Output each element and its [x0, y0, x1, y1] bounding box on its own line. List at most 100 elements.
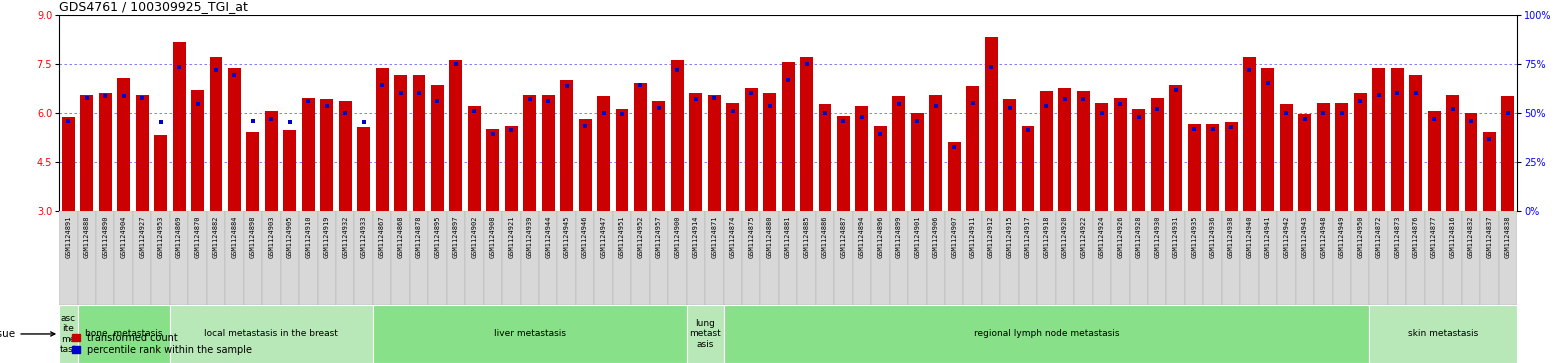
Bar — [944, 211, 963, 305]
Bar — [929, 95, 943, 211]
Point — [1477, 136, 1502, 142]
Bar — [244, 211, 261, 305]
Text: GSM1124838: GSM1124838 — [1505, 215, 1511, 258]
Bar — [1281, 105, 1293, 211]
Bar — [1187, 124, 1201, 211]
Point — [352, 119, 377, 125]
Bar — [428, 211, 447, 305]
Bar — [188, 211, 207, 305]
Point — [1347, 98, 1372, 104]
Text: GSM1124935: GSM1124935 — [1192, 215, 1197, 258]
Bar — [797, 211, 815, 305]
Text: GSM1124891: GSM1124891 — [65, 215, 72, 258]
Bar — [1388, 211, 1407, 305]
Bar — [689, 93, 702, 211]
Point — [906, 118, 930, 124]
Bar — [837, 116, 850, 211]
Bar — [541, 95, 554, 211]
Bar — [450, 60, 462, 211]
Bar — [926, 211, 944, 305]
Bar — [484, 211, 503, 305]
Text: GSM1124870: GSM1124870 — [194, 215, 201, 258]
Bar — [705, 211, 724, 305]
Text: GSM1124917: GSM1124917 — [1025, 215, 1032, 258]
Text: GSM1124882: GSM1124882 — [213, 215, 219, 258]
Bar — [78, 305, 170, 363]
Bar — [135, 95, 149, 211]
Bar — [1369, 211, 1388, 305]
Text: GSM1124927: GSM1124927 — [138, 215, 145, 258]
Text: GSM1124868: GSM1124868 — [397, 215, 403, 258]
Bar — [1262, 69, 1274, 211]
Point — [758, 103, 783, 109]
Point — [425, 98, 450, 104]
Bar — [299, 211, 317, 305]
Text: GSM1124953: GSM1124953 — [157, 215, 163, 258]
Bar — [391, 211, 409, 305]
Text: GSM1124877: GSM1124877 — [1432, 215, 1438, 258]
Point — [443, 61, 468, 66]
Text: GSM1124899: GSM1124899 — [896, 215, 902, 258]
Point — [1145, 106, 1170, 112]
Bar — [1296, 211, 1315, 305]
Point — [1439, 106, 1464, 112]
Point — [1293, 116, 1318, 122]
Point — [646, 105, 671, 110]
Bar — [280, 211, 299, 305]
Point — [499, 128, 524, 134]
Point — [112, 93, 137, 99]
Text: GSM1124905: GSM1124905 — [286, 215, 293, 258]
Bar — [1019, 211, 1038, 305]
Text: GSM1124933: GSM1124933 — [361, 215, 367, 258]
Bar — [613, 211, 632, 305]
Point — [1181, 126, 1206, 132]
Text: GSM1124915: GSM1124915 — [1007, 215, 1013, 258]
Bar — [762, 93, 776, 211]
Bar — [818, 105, 831, 211]
Text: GSM1124908: GSM1124908 — [490, 215, 496, 258]
Bar — [598, 96, 610, 211]
Bar — [652, 101, 666, 211]
Point — [1404, 90, 1428, 96]
Bar — [59, 211, 78, 305]
Bar — [856, 106, 868, 211]
Text: GSM1124939: GSM1124939 — [527, 215, 532, 258]
Text: GSM1124911: GSM1124911 — [969, 215, 976, 258]
Text: GSM1124957: GSM1124957 — [657, 215, 661, 258]
Bar — [339, 101, 352, 211]
Bar — [853, 211, 871, 305]
Point — [1052, 97, 1077, 102]
Point — [629, 82, 654, 88]
Text: lung
metast
asis: lung metast asis — [689, 319, 720, 349]
Text: GSM1124945: GSM1124945 — [563, 215, 569, 258]
Point — [166, 64, 191, 70]
Text: GSM1124880: GSM1124880 — [767, 215, 773, 258]
Text: GSM1124922: GSM1124922 — [1080, 215, 1086, 258]
Bar — [151, 211, 170, 305]
Text: GSM1124832: GSM1124832 — [1467, 215, 1474, 258]
Bar — [321, 99, 333, 211]
Legend: transformed count, percentile rank within the sample: transformed count, percentile rank withi… — [72, 333, 252, 355]
Bar — [465, 211, 484, 305]
Point — [739, 90, 764, 96]
Bar — [504, 126, 518, 211]
Point — [554, 83, 579, 89]
Bar — [373, 305, 686, 363]
Bar — [447, 211, 465, 305]
Point — [720, 108, 745, 114]
Text: GSM1124943: GSM1124943 — [1302, 215, 1309, 258]
Point — [775, 77, 800, 83]
Bar — [59, 305, 78, 363]
Point — [481, 131, 506, 137]
Bar — [1039, 91, 1053, 211]
Bar — [1022, 126, 1035, 211]
Bar — [1372, 69, 1385, 211]
Bar — [557, 211, 576, 305]
Bar — [1221, 211, 1240, 305]
Text: GSM1124940: GSM1124940 — [1246, 215, 1253, 258]
Bar — [668, 211, 686, 305]
Bar — [336, 211, 355, 305]
Bar — [560, 80, 573, 211]
Point — [93, 93, 118, 99]
Point — [850, 115, 874, 121]
